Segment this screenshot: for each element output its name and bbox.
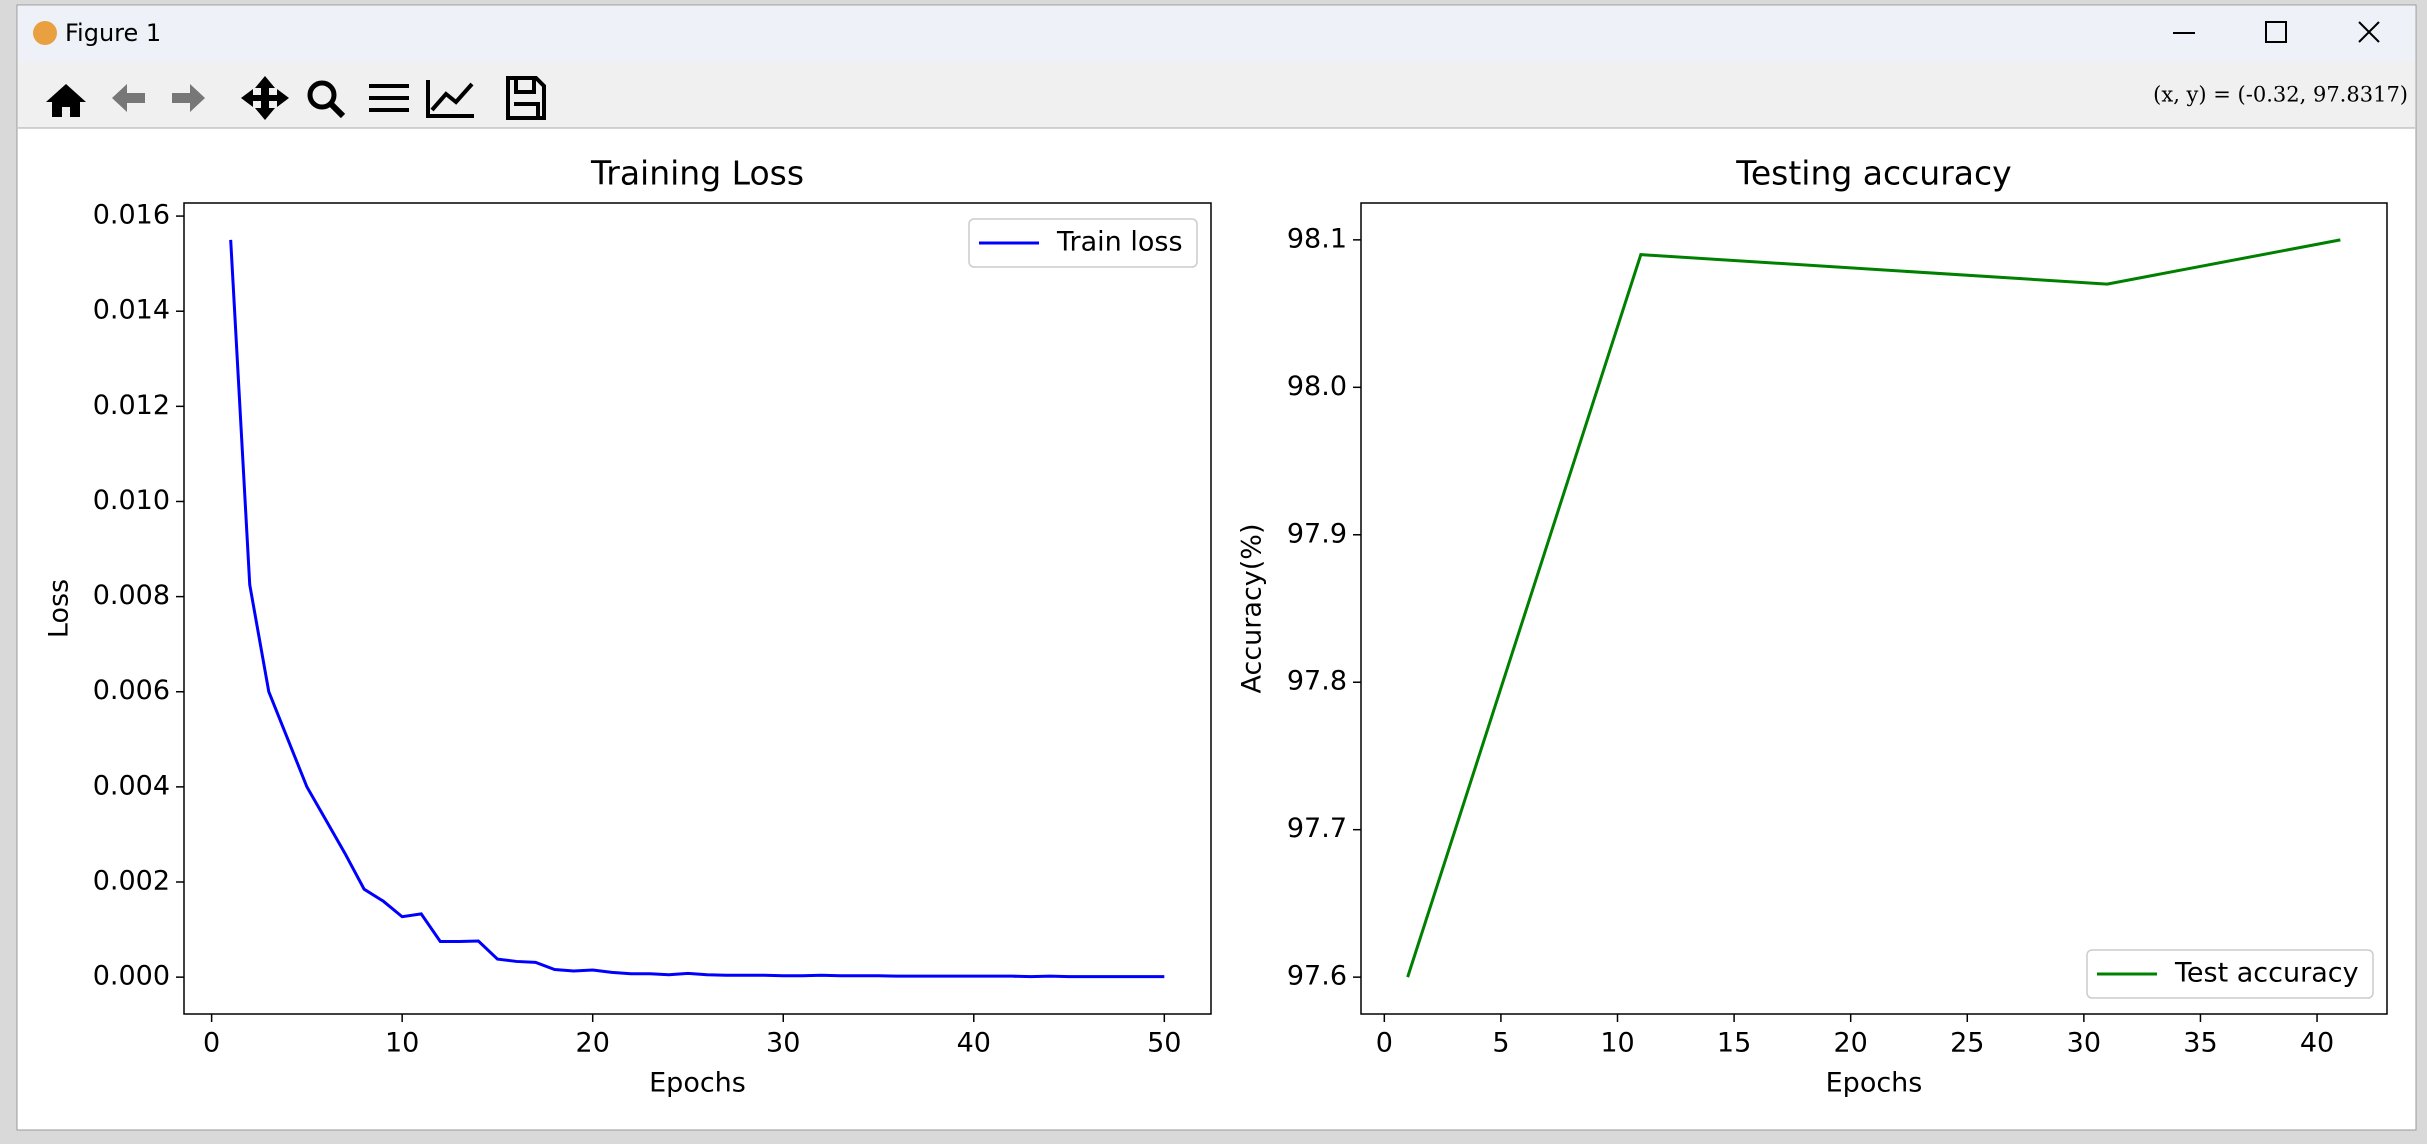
- x-tick-label: 50: [1147, 1028, 1181, 1059]
- configure-button[interactable]: [369, 84, 409, 112]
- x-axis-label: Epochs: [649, 1068, 746, 1099]
- zoom-button[interactable]: [307, 80, 337, 110]
- cursor-coords: (x, y) = (-0.32, 97.8317): [2153, 83, 2408, 107]
- legend-label: Test accuracy: [2174, 958, 2359, 989]
- window: [16, 4, 2417, 1131]
- data-line: [1406, 238, 2341, 978]
- y-tick-label: 0.002: [93, 866, 170, 897]
- axes-frame: [183, 202, 1212, 1015]
- x-tick-label: 30: [2067, 1028, 2101, 1059]
- y-tick-label: 0.006: [93, 675, 170, 706]
- save-button[interactable]: [506, 76, 546, 120]
- back-button[interactable]: [112, 84, 145, 112]
- chart-title: Testing accuracy: [1735, 154, 2011, 193]
- x-axis-label: Epochs: [1826, 1068, 1923, 1099]
- y-tick-label: 0.010: [93, 485, 170, 516]
- x-tick-label: 20: [1834, 1028, 1868, 1059]
- app-icon: [33, 21, 57, 45]
- x-tick-label: 0: [203, 1028, 220, 1059]
- window-title: Figure 1: [65, 19, 161, 47]
- y-tick-label: 97.9: [1287, 518, 1347, 549]
- x-tick-label: 40: [2300, 1028, 2334, 1059]
- y-axis-label: Loss: [44, 579, 75, 638]
- y-axis-label: Accuracy(%): [1237, 524, 1268, 694]
- x-tick-label: 20: [576, 1028, 610, 1059]
- x-tick-label: 10: [1600, 1028, 1634, 1059]
- pan-button[interactable]: [241, 76, 289, 120]
- y-tick-label: 98.1: [1287, 223, 1347, 254]
- edit-axes-button[interactable]: [426, 80, 474, 118]
- x-tick-label: 30: [766, 1028, 800, 1059]
- y-tick-label: 97.6: [1287, 961, 1347, 992]
- x-tick-label: 5: [1492, 1028, 1509, 1059]
- legend-box: [968, 218, 1198, 268]
- x-tick-label: 0: [1376, 1028, 1393, 1059]
- toolbar: [18, 62, 2415, 128]
- y-tick-label: 0.008: [93, 580, 170, 611]
- y-tick-label: 0.016: [93, 200, 170, 231]
- legend-box: [2086, 949, 2374, 999]
- legend-label: Train loss: [1056, 227, 1183, 258]
- home-button[interactable]: [46, 84, 86, 117]
- y-tick-label: 0.012: [93, 390, 170, 421]
- close-button[interactable]: [2358, 21, 2380, 43]
- x-tick-label: 25: [1950, 1028, 1984, 1059]
- x-tick-label: 35: [2183, 1028, 2217, 1059]
- x-tick-label: 40: [957, 1028, 991, 1059]
- maximize-button[interactable]: [2265, 21, 2287, 43]
- y-tick-label: 0.004: [93, 770, 170, 801]
- y-tick-label: 97.7: [1287, 813, 1347, 844]
- chart-title: Training Loss: [590, 154, 804, 193]
- forward-button[interactable]: [172, 84, 205, 112]
- x-tick-label: 15: [1717, 1028, 1751, 1059]
- y-tick-label: 98.0: [1287, 371, 1347, 402]
- y-tick-label: 0.000: [93, 961, 170, 992]
- x-tick-label: 10: [385, 1028, 419, 1059]
- data-line: [229, 239, 1165, 979]
- axes-frame: [1360, 202, 2388, 1015]
- y-tick-label: 97.8: [1287, 666, 1347, 697]
- y-tick-label: 0.014: [93, 295, 170, 326]
- title-bar: [18, 6, 2415, 62]
